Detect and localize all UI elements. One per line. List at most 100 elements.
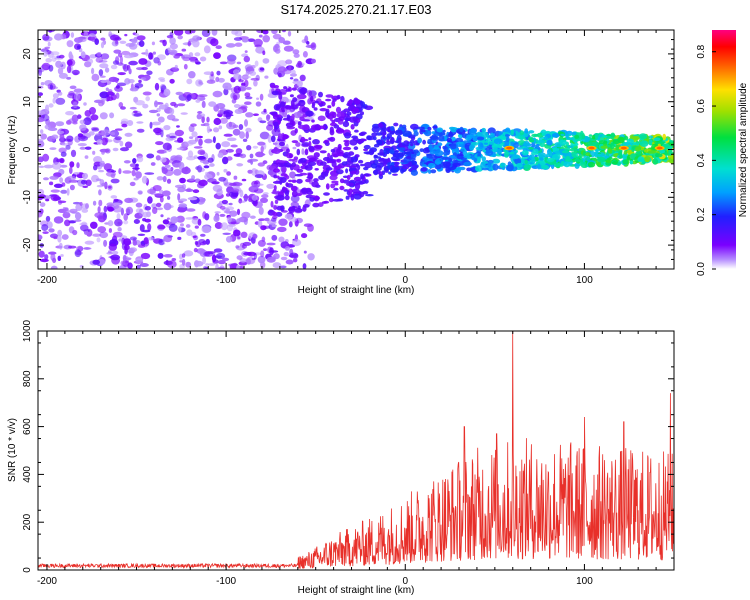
spectrogram-noise-blob	[239, 189, 244, 198]
spectrogram-noise-blob	[124, 141, 133, 149]
spectrogram-noise-blob	[243, 55, 250, 63]
spectrogram-signal-blob	[510, 141, 514, 147]
spectrogram-signal-blob	[389, 149, 395, 154]
spectrogram-noise-blob	[277, 60, 288, 67]
spectrogram-noise-blob	[223, 133, 233, 137]
spectrogram-peak	[620, 146, 627, 150]
spectrogram-noise-blob	[156, 176, 164, 181]
spectrogram-signal-blob	[328, 197, 334, 203]
spectrogram-noise-blob	[97, 226, 107, 233]
spectrogram-noise-blob	[128, 247, 138, 253]
spectrogram-noise-blob	[50, 194, 60, 202]
spectrogram-signal-blob	[342, 179, 350, 184]
spectrogram-noise-blob	[114, 218, 123, 227]
spectrogram-noise-blob	[304, 35, 309, 43]
spectrogram-signal-blob	[524, 128, 529, 135]
spectrogram-signal-blob	[353, 176, 362, 182]
spectrogram-signal-blob	[398, 142, 403, 149]
spectrogram-noise-blob	[48, 251, 57, 255]
spectrogram-noise-blob	[58, 242, 63, 250]
spectrogram-signal-blob	[275, 175, 280, 179]
colorbar-tick-label: 0.4	[696, 153, 707, 167]
spectrogram-noise-blob	[194, 225, 199, 229]
spectrogram-signal-blob	[351, 135, 358, 139]
spectrogram-noise-blob	[108, 185, 112, 189]
spectrogram-noise-blob	[121, 50, 131, 56]
spectrogram-noise-blob	[58, 72, 68, 79]
spectrogram-noise-blob	[40, 129, 44, 135]
spectrogram-noise-blob	[39, 194, 46, 199]
spectrogram-signal-blob	[346, 182, 355, 187]
spectrogram-signal-blob	[519, 130, 524, 136]
spectrogram-signal-blob	[481, 156, 486, 162]
spectrogram-noise-blob	[238, 216, 249, 223]
spectrogram-noise-blob	[194, 260, 204, 267]
spectrogram-signal-blob	[548, 150, 553, 157]
spectrogram-noise-blob	[240, 105, 248, 109]
spectrogram-signal-blob	[339, 185, 345, 191]
spectrogram-noise-blob	[109, 112, 115, 119]
spectrogram-noise-blob	[98, 69, 104, 77]
spectrogram-noise-blob	[185, 224, 191, 228]
spectrogram-noise-blob	[167, 260, 177, 269]
spectrogram-noise-blob	[140, 252, 151, 260]
spectrogram-noise-blob	[163, 149, 168, 154]
spectrogram-noise-blob	[49, 84, 54, 90]
spectrogram-noise-blob	[186, 208, 196, 212]
spectrogram-noise-blob	[99, 231, 109, 239]
spectrogram-noise-blob	[55, 121, 65, 127]
spectrogram-noise-blob	[263, 108, 267, 113]
spectrogram-signal-blob	[571, 152, 578, 158]
spectrogram-signal-blob	[427, 126, 432, 131]
spectrogram-noise-blob	[193, 247, 198, 253]
spectrogram-noise-blob	[290, 201, 299, 208]
spectrogram-noise-blob	[88, 33, 96, 38]
spectrogram-noise-blob	[166, 178, 172, 184]
spectrogram-signal-blob	[285, 88, 291, 92]
spectrogram-signal-blob	[647, 150, 656, 154]
spectrogram-x-label: Height of straight line (km)	[298, 285, 415, 296]
spectrogram-signal-blob	[408, 161, 412, 167]
spectrogram-noise-blob	[219, 205, 226, 210]
spectrogram-noise-blob	[83, 102, 87, 106]
spectrogram-noise-blob	[293, 112, 302, 119]
spectrogram-signal-blob	[302, 89, 306, 95]
spectrogram-noise-blob	[220, 222, 228, 231]
spectrogram-noise-blob	[257, 141, 266, 146]
spectrogram-signal-blob	[283, 162, 292, 168]
spectrogram-noise-blob	[112, 60, 120, 65]
spectrogram-signal-blob	[349, 139, 358, 146]
spectrogram-signal-blob	[299, 172, 308, 176]
spectrogram-noise-blob	[123, 64, 129, 72]
spectrogram-noise-blob	[177, 137, 184, 143]
spectrogram-noise-blob	[219, 117, 228, 124]
spectrogram-noise-blob	[156, 149, 167, 154]
spectrogram-noise-blob	[232, 128, 241, 136]
spectrogram-noise-blob	[152, 207, 158, 214]
spectrogram-noise-blob	[61, 234, 69, 240]
spectrogram-signal-blob	[305, 178, 311, 183]
spectrogram-noise-blob	[206, 79, 216, 84]
spectrogram-noise-blob	[158, 77, 165, 81]
spectrogram-signal-blob	[345, 160, 354, 165]
spectrogram-noise-blob	[250, 77, 260, 81]
spectrogram-noise-blob	[216, 70, 221, 76]
spectrogram-signal-blob	[323, 192, 330, 196]
spectrogram-signal-blob	[357, 139, 363, 144]
spectrogram-noise-blob	[226, 216, 232, 223]
spectrogram-noise-blob	[63, 219, 71, 227]
spectrogram-signal-blob	[329, 154, 333, 162]
spectrogram-noise-blob	[57, 67, 64, 75]
spectrogram-noise-blob	[136, 121, 144, 124]
spectrogram-noise-blob	[245, 86, 252, 90]
spectrogram-noise-blob	[49, 147, 57, 151]
spectrogram-signal-blob	[531, 157, 536, 164]
spectrogram-noise-blob	[181, 54, 191, 59]
spectrogram-noise-blob	[302, 263, 307, 269]
spectrogram-noise-blob	[44, 124, 51, 130]
spectrogram-signal-blob	[462, 150, 468, 156]
spectrogram-noise-blob	[132, 167, 140, 170]
spectrogram-signal-blob	[496, 148, 503, 154]
spectrogram-noise-blob	[188, 71, 196, 79]
spectrogram-noise-blob	[142, 91, 152, 96]
